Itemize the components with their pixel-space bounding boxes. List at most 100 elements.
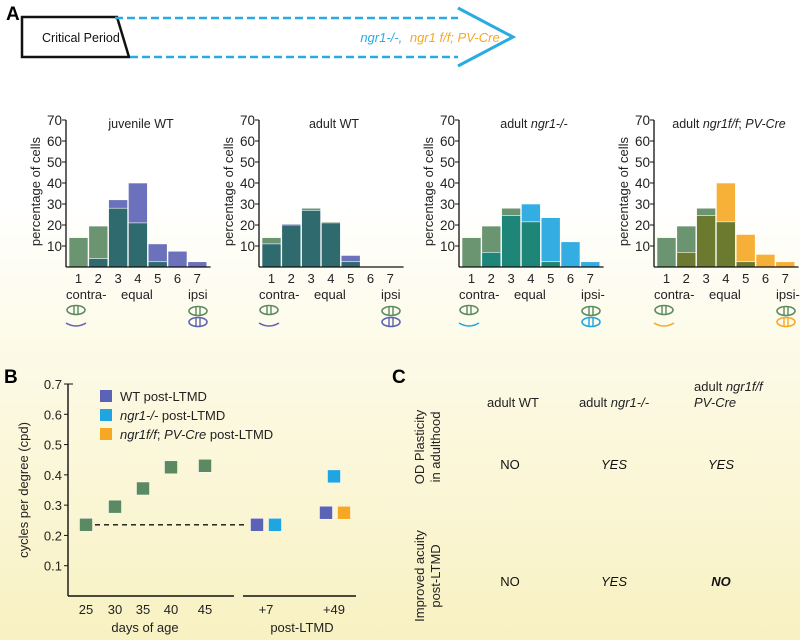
arrow-head	[457, 6, 517, 68]
bar-overlap	[521, 221, 541, 268]
bar-reference	[68, 237, 89, 268]
bar-genotype	[560, 241, 581, 268]
ipsi-eye-icon	[188, 305, 208, 317]
table-cell: YES	[601, 457, 627, 472]
eye-outline	[459, 304, 479, 316]
title-plain: adult	[672, 117, 703, 131]
contra-eye-icon	[66, 304, 86, 316]
ipsi-eye-icon	[381, 305, 401, 317]
x-tick-label: 2	[288, 271, 295, 286]
data-point	[108, 499, 122, 514]
header-italic: ngr1f/f	[726, 379, 764, 394]
y-tick-label: 60	[440, 134, 455, 149]
y-tick-label: 0.1	[44, 559, 62, 574]
x-tick-label: 1	[663, 271, 670, 286]
header-plain: adult	[694, 379, 726, 394]
legend-swatch	[100, 409, 112, 421]
table-cell: YES	[708, 457, 734, 472]
title-italic: ngr1-/-	[531, 117, 568, 131]
x-tick-label: 4	[134, 271, 141, 286]
data-point	[337, 505, 351, 520]
eye-outline	[188, 316, 208, 328]
bar-overlap	[321, 222, 341, 268]
ipsi-eye-icon	[581, 305, 601, 317]
x-axis-label-days: days of age	[111, 620, 178, 635]
x-tick-label: 1	[468, 271, 475, 286]
ipsi-eye-genotype-icon	[381, 316, 401, 328]
x-label-equal: equal	[514, 287, 546, 302]
y-tick-label: 30	[635, 197, 650, 212]
arrow-label-ngr1: ngr1-/-,	[360, 30, 402, 45]
legend-italic: ngr1-/-	[120, 408, 159, 423]
row-label-line1: Improved acuity	[412, 530, 427, 622]
y-tick-label: 20	[440, 218, 455, 233]
table-cell: NO	[500, 457, 520, 472]
x-tick-label: 6	[367, 271, 374, 286]
summary-table: adult WT adult ngr1-/-adult ngr1f/fPV-Cre…	[412, 379, 764, 622]
panel-a-label: A	[6, 4, 20, 25]
row-label-line2: post-LTMD	[428, 544, 443, 607]
y-tick-label: 40	[440, 176, 455, 191]
chart-title: juvenile WT	[107, 117, 174, 131]
y-axis-label: cycles per degree (cpd)	[16, 422, 31, 558]
histogram-3: 1 2 3 4 5 6 7 10 20 30 40 50 60 70 percentage of cells…	[421, 113, 605, 328]
legend-label: ngr1f/f; PV-Cre post-LTMD	[120, 427, 273, 442]
x-tick-label: 30	[108, 602, 122, 617]
data-point	[250, 518, 264, 532]
data-point	[136, 481, 150, 496]
column-header: adult WT	[487, 395, 539, 410]
table-cell: NO	[500, 574, 520, 589]
x-tick-label: 7	[782, 271, 789, 286]
ipsi-eye-genotype-icon	[188, 316, 208, 328]
bar-genotype	[540, 217, 561, 268]
critical-period-label: Critical Period	[42, 31, 120, 45]
x-label-contra: contra-	[259, 287, 299, 302]
y-tick-label: 40	[635, 176, 650, 191]
x-tick-label: +49	[323, 602, 345, 617]
x-tick-label: 6	[174, 271, 181, 286]
table-cell: YES	[601, 574, 627, 589]
bar-genotype	[187, 261, 208, 268]
data-point	[327, 469, 341, 484]
y-tick-label: 0.4	[44, 468, 62, 483]
legend-swatch	[100, 390, 112, 402]
contra-eye-icon	[654, 304, 674, 316]
bar-overlap	[301, 210, 321, 268]
x-tick-label: 1	[268, 271, 275, 286]
panel-b-label: B	[4, 367, 18, 388]
x-label-ipsi: ipsi-	[581, 287, 605, 302]
y-tick-label: 10	[635, 239, 650, 254]
y-axis-label: percentage of cells	[28, 136, 43, 246]
ipsi-eye-icon	[776, 305, 796, 317]
title-plain: adult	[500, 117, 531, 131]
y-tick-label: 30	[240, 197, 255, 212]
contra-eye-icon	[259, 304, 279, 316]
y-tick-label: 40	[47, 176, 62, 191]
x-tick-label: 35	[136, 602, 150, 617]
y-axis-label: percentage of cells	[221, 136, 236, 246]
bar-overlap	[716, 221, 736, 268]
x-tick-label: 5	[742, 271, 749, 286]
x-tick-label: 1	[75, 271, 82, 286]
legend-plain: post-LTMD	[158, 408, 225, 423]
eye-outline	[581, 305, 601, 317]
y-tick-label: 50	[47, 155, 62, 170]
y-tick-label: 60	[240, 134, 255, 149]
y-tick-label: 0.5	[44, 438, 62, 453]
bar-overlap	[281, 224, 302, 268]
arrow-label: ngr1-/-, ngr1 f/f; PV-Cre	[360, 30, 499, 45]
y-axis-label: percentage of cells	[421, 136, 436, 246]
eye-outline	[654, 304, 674, 316]
bar-overlap	[696, 215, 716, 268]
eye-outline	[66, 304, 86, 316]
row-label-line2: in adulthood	[428, 412, 443, 483]
y-tick-label: 10	[440, 239, 455, 254]
eye-outline	[581, 316, 601, 328]
y-tick-label: 70	[47, 113, 62, 128]
y-tick-label: 50	[240, 155, 255, 170]
bar-overlap	[735, 261, 756, 268]
x-tick-label: 7	[387, 271, 394, 286]
eye-outline	[381, 316, 401, 328]
panel-c-label: C	[392, 367, 406, 388]
